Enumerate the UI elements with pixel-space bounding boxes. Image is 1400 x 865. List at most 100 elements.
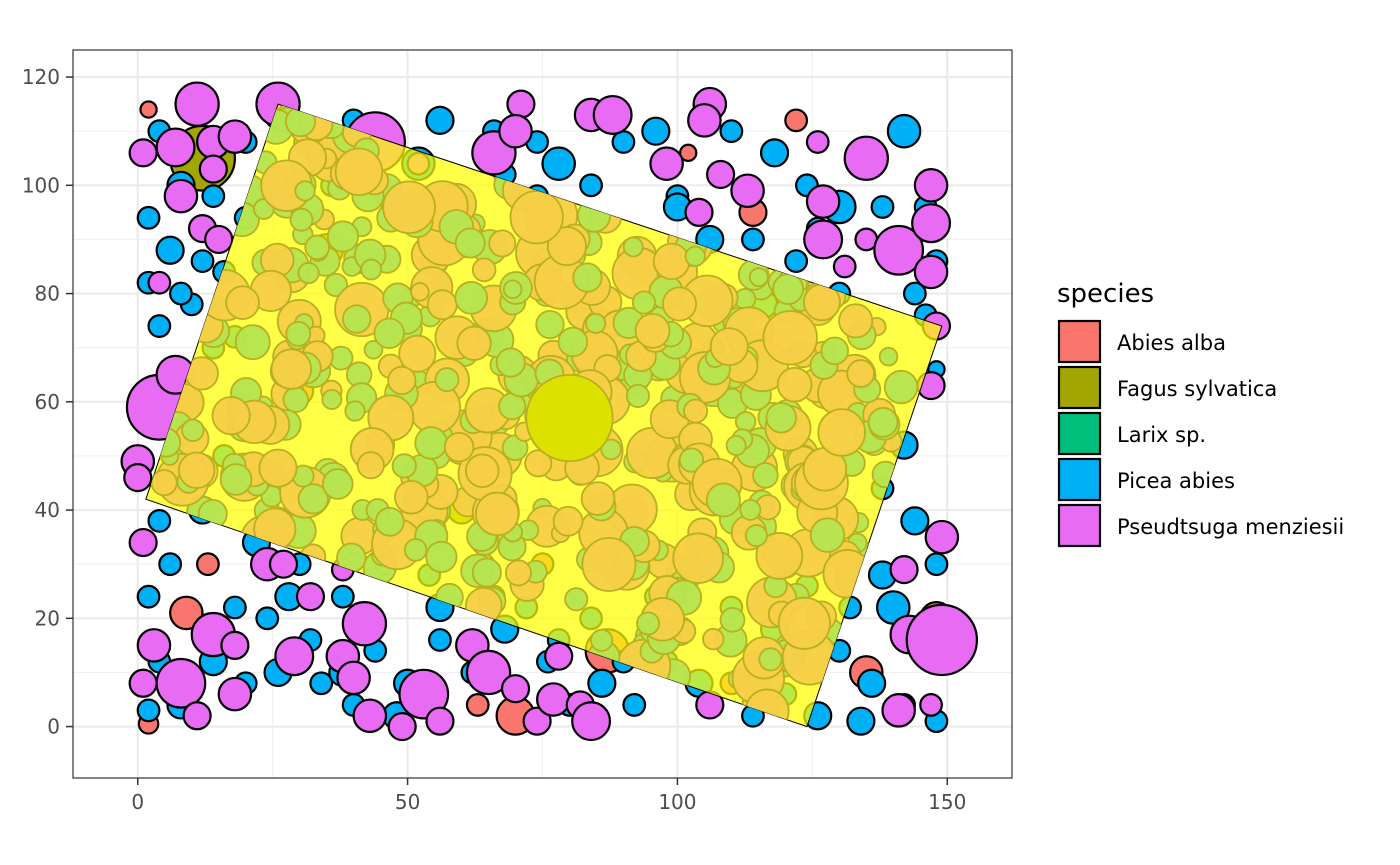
overlay-circle bbox=[557, 326, 589, 358]
overlay-circle bbox=[509, 190, 564, 245]
overlay-circle bbox=[564, 587, 589, 612]
point-picea-abies bbox=[741, 227, 765, 252]
point-picea-abies bbox=[902, 281, 927, 306]
overlay-circle bbox=[443, 431, 475, 463]
point-picea-abies bbox=[579, 173, 603, 198]
overlay-circle bbox=[572, 262, 603, 293]
overlay-circle bbox=[374, 506, 405, 537]
overlay-circle bbox=[373, 317, 405, 349]
overlay-circle bbox=[777, 596, 831, 650]
point-picea-abies bbox=[428, 628, 452, 652]
overlay-circle bbox=[391, 453, 417, 479]
legend-key-swatch bbox=[1057, 319, 1102, 364]
overlay-circle bbox=[387, 365, 417, 396]
overlay-circle bbox=[776, 366, 813, 403]
x-axis-tick-label: 50 bbox=[395, 790, 420, 814]
y-axis-tick-label: 0 bbox=[47, 715, 60, 739]
overlay-circle bbox=[326, 220, 359, 253]
y-axis-tick-label: 80 bbox=[35, 282, 60, 306]
point-pseudtsuga-menziesii bbox=[649, 146, 684, 181]
legend-entry-label: Picea abies bbox=[1117, 469, 1235, 493]
overlay-circle bbox=[282, 386, 310, 413]
point-picea-abies bbox=[784, 249, 809, 273]
overlay-circle bbox=[546, 226, 587, 267]
point-pseudtsuga-menziesii bbox=[128, 668, 158, 698]
point-picea-abies bbox=[147, 509, 172, 533]
overlay-circle bbox=[585, 312, 607, 334]
overlay-circle bbox=[817, 408, 866, 457]
overlay-circle bbox=[867, 406, 899, 438]
point-picea-abies bbox=[136, 205, 161, 230]
point-picea-abies bbox=[330, 584, 355, 609]
legend-entry-label: Abies alba bbox=[1117, 331, 1226, 355]
legend-entry-label: Fagus sylvatica bbox=[1117, 377, 1277, 401]
overlay-circle bbox=[502, 279, 523, 300]
point-pseudtsuga-menziesii bbox=[522, 706, 552, 736]
overlay-circle bbox=[382, 180, 436, 235]
overlay-circle bbox=[181, 418, 205, 442]
overlay-circle bbox=[289, 207, 314, 232]
overlay-circle bbox=[631, 290, 656, 315]
overlay-circle bbox=[758, 647, 783, 672]
overlay-circle bbox=[321, 388, 343, 410]
point-picea-abies bbox=[158, 552, 183, 577]
point-pseudtsuga-menziesii bbox=[684, 197, 714, 227]
overlay-circle bbox=[883, 369, 919, 405]
point-picea-abies bbox=[857, 668, 887, 698]
overlay-circle bbox=[706, 482, 741, 518]
point-pseudtsuga-menziesii bbox=[163, 178, 199, 214]
overlay-circle bbox=[809, 517, 846, 553]
overlay-circle bbox=[454, 227, 486, 259]
point-picea-abies bbox=[136, 584, 161, 609]
point-abies-alba bbox=[196, 552, 220, 577]
point-pseudtsuga-menziesii bbox=[387, 711, 417, 742]
point-pseudtsuga-menziesii bbox=[147, 270, 172, 295]
point-pseudtsuga-menziesii bbox=[398, 668, 450, 720]
axes: 0 50 100 150 0 20 40 60 80 100 120 bbox=[22, 65, 967, 814]
overlay-circle bbox=[394, 479, 429, 515]
point-pseudtsuga-menziesii bbox=[425, 706, 455, 736]
overlay-circle bbox=[524, 449, 553, 478]
overlay-circle bbox=[625, 383, 650, 408]
overlay-circle bbox=[734, 411, 757, 433]
overlay-circle bbox=[684, 245, 706, 267]
overlay-circle bbox=[552, 505, 584, 537]
point-picea-abies bbox=[223, 595, 247, 620]
point-pseudtsuga-menziesii bbox=[128, 527, 158, 558]
x-axis-tick-label: 0 bbox=[131, 790, 144, 814]
point-pseudtsuga-menziesii bbox=[913, 168, 949, 203]
overlay-circle bbox=[425, 540, 458, 574]
point-picea-abies bbox=[309, 671, 334, 696]
point-picea-abies bbox=[255, 606, 280, 631]
overlay-circle bbox=[471, 557, 502, 588]
point-pseudtsuga-menziesii bbox=[274, 636, 315, 677]
y-axis-tick-label: 120 bbox=[22, 65, 60, 89]
overlay-circle bbox=[755, 532, 804, 580]
point-pseudtsuga-menziesii bbox=[498, 113, 533, 149]
point-pseudtsuga-menziesii bbox=[220, 630, 250, 660]
overlay-circle bbox=[434, 367, 460, 393]
overlay-circle bbox=[323, 272, 348, 298]
point-abies-alba bbox=[169, 595, 204, 631]
point-pseudtsuga-menziesii bbox=[506, 89, 536, 119]
point-pseudtsuga-menziesii bbox=[571, 701, 612, 742]
overlay-circle bbox=[398, 334, 437, 373]
y-axis-tick-label: 60 bbox=[35, 390, 60, 414]
overlay-circle bbox=[297, 262, 320, 285]
point-pseudtsuga-menziesii bbox=[730, 173, 765, 209]
point-pseudtsuga-menziesii bbox=[500, 674, 531, 704]
overlay-circle bbox=[535, 309, 565, 340]
point-pseudtsuga-menziesii bbox=[881, 693, 916, 728]
point-pseudtsuga-menziesii bbox=[155, 127, 196, 168]
x-axis-tick-label: 100 bbox=[658, 790, 696, 814]
overlay-circle bbox=[772, 273, 804, 305]
point-picea-abies bbox=[587, 668, 617, 698]
point-pseudtsuga-menziesii bbox=[803, 219, 844, 260]
point-picea-abies bbox=[622, 693, 647, 717]
overlay-circle bbox=[225, 285, 260, 320]
overlay-circle bbox=[683, 398, 709, 424]
point-pseudtsuga-menziesii bbox=[268, 549, 299, 579]
overlay-circle bbox=[600, 438, 622, 461]
overlay-circle bbox=[334, 147, 384, 197]
